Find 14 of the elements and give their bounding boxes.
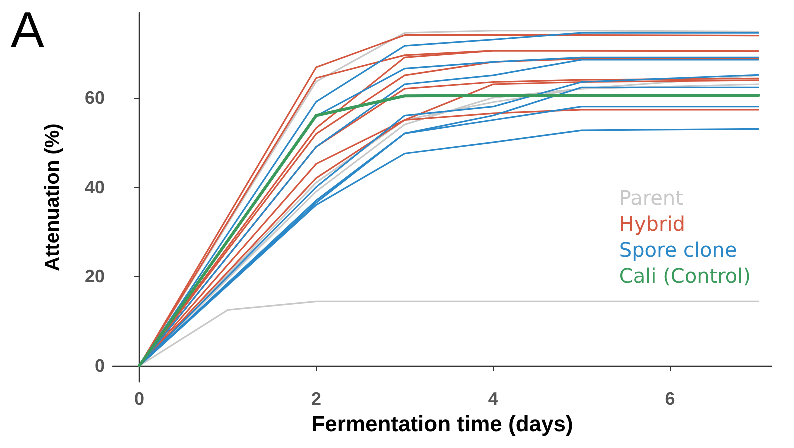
x-axis-title: Fermentation time (days): [312, 412, 574, 436]
x-tick-label: 2: [311, 389, 322, 410]
x-tick-label: 4: [488, 389, 498, 410]
text: Hybrid: [619, 212, 686, 236]
y-tick-label: 20: [84, 266, 105, 287]
y-axis-title: Attenuation (%): [42, 124, 64, 272]
x-tick-label: 0: [134, 389, 145, 410]
y-tick-label: 0: [94, 356, 105, 376]
y-tick-label: 40: [84, 177, 105, 198]
text: Spore clone: [619, 238, 738, 262]
text: Cali (Control): [619, 264, 751, 288]
chart-title: A: [11, 2, 45, 58]
y-tick-label: 60: [84, 88, 105, 108]
x-tick-label: 6: [665, 389, 676, 410]
